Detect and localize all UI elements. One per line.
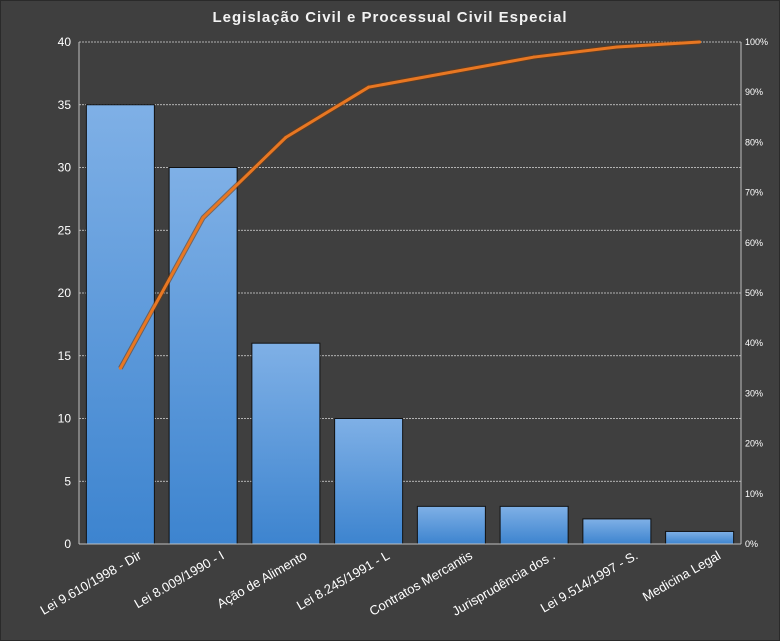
y-tick-label: 0 <box>64 537 71 551</box>
bar <box>251 342 321 545</box>
bar <box>499 505 569 545</box>
y-tick-label: 10 <box>58 412 72 426</box>
line-point <box>118 366 122 370</box>
y-tick-label: 20 <box>58 286 72 300</box>
y-tick-label: 25 <box>58 223 72 237</box>
x-tick-label: Lei 8.009/1990 - I <box>131 548 226 612</box>
bar <box>416 505 486 545</box>
line-point <box>201 216 205 220</box>
cumulative-line <box>119 40 700 370</box>
y2-tick-label: 100% <box>745 37 768 47</box>
line-point <box>698 40 702 44</box>
y-tick-label: 5 <box>64 474 71 488</box>
x-tick-label: Lei 9.610/1998 - Dir <box>37 547 144 617</box>
line-point <box>449 70 453 74</box>
line-point <box>367 85 371 89</box>
y2-tick-label: 90% <box>745 87 763 97</box>
y2-tick-label: 0% <box>745 539 758 549</box>
line-point <box>284 135 288 139</box>
y-tick-label: 40 <box>58 35 72 49</box>
x-tick-label: Medicina Legal <box>640 548 723 605</box>
chart-title: Legislação Civil e Processual Civil Espe… <box>212 9 568 26</box>
bar <box>334 418 404 545</box>
bar <box>665 530 735 545</box>
y2-tick-label: 80% <box>745 137 763 147</box>
y2-tick-label: 30% <box>745 388 763 398</box>
y-tick-label: 30 <box>58 161 72 175</box>
y2-tick-label: 60% <box>745 238 763 248</box>
y2-tick-label: 70% <box>745 188 763 198</box>
bar <box>582 518 652 545</box>
bar <box>168 167 238 545</box>
line-point <box>615 45 619 49</box>
y2-tick-label: 40% <box>745 338 763 348</box>
y-tick-label: 15 <box>58 349 72 363</box>
y2-tick-label: 20% <box>745 439 763 449</box>
y2-tick-label: 50% <box>745 288 763 298</box>
y-tick-label: 35 <box>58 98 72 112</box>
line-point <box>532 55 536 59</box>
y2-tick-label: 10% <box>745 489 763 499</box>
